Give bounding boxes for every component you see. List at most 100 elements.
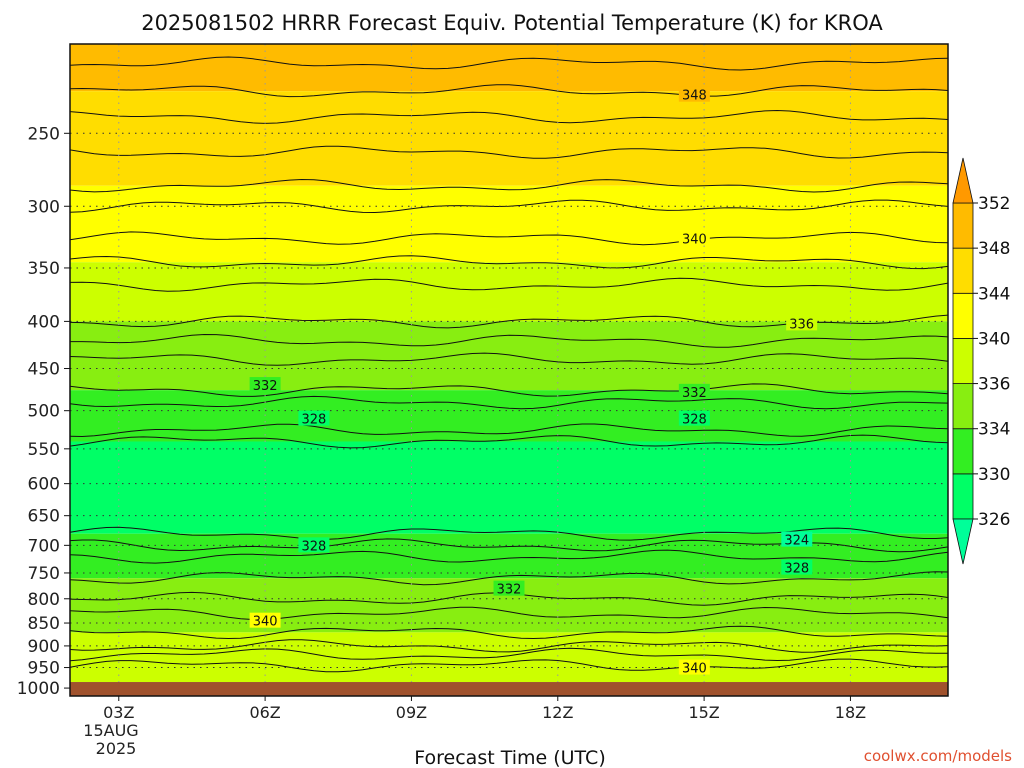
colorbar-bin: [952, 202, 974, 249]
contour-label: 332: [249, 377, 281, 394]
credit-label: coolwx.com/models: [864, 747, 1012, 765]
contour-line: [70, 255, 948, 270]
contour-label: 336: [786, 315, 818, 332]
contour-line: [70, 395, 948, 410]
contour-line: [70, 639, 948, 653]
x-date-line2: 2025: [96, 739, 137, 758]
contour-line: [70, 277, 948, 292]
x-axis-ticks: 03Z 06Z 09Z 12Z 15Z 18Z: [103, 696, 866, 722]
contour-label: 324: [781, 531, 813, 549]
colorbar-bin: [952, 473, 974, 520]
colorbar-extend-high: [952, 157, 974, 204]
colorbar-bin: [952, 428, 974, 475]
contour-label-text: 348: [682, 89, 707, 104]
contour-label-text: 340: [682, 662, 707, 677]
contour-label-text: 328: [301, 413, 326, 428]
theta-e-layer: [70, 262, 948, 322]
contour-line: [70, 199, 948, 214]
x-date-line1: 15AUG: [83, 721, 138, 740]
contour-label-text: 332: [497, 583, 522, 598]
colorbar-extend-low: [952, 518, 974, 565]
contour-line: [70, 658, 948, 673]
contour-label-bg: [493, 580, 525, 596]
contour-line: [70, 109, 948, 124]
contour-label-text: 340: [253, 615, 278, 630]
contour-label-text: 328: [301, 539, 326, 554]
contour-line: [70, 647, 948, 662]
colorbar-bin: [952, 292, 974, 339]
colorbar-tick-label: 352: [978, 194, 1010, 214]
contour-line: [70, 549, 948, 564]
contour-line: [70, 84, 948, 98]
contour-label: 328: [781, 559, 813, 577]
contour-labels: 348 340 336 332 332 328 328 328 324 328 332 340 340: [249, 86, 818, 677]
contour-label-text: 328: [682, 413, 707, 428]
contour-label: 328: [298, 537, 330, 554]
y-tick-label: 650: [28, 507, 60, 527]
contour-label: 340: [678, 659, 710, 677]
theta-e-layer: [70, 533, 948, 579]
contour-label-text: 332: [682, 386, 707, 401]
contour-label-bg: [249, 377, 281, 393]
contour-line: [70, 434, 948, 449]
y-tick-label: 350: [28, 259, 60, 279]
y-tick-label: 900: [28, 637, 60, 657]
y-tick-label: 550: [28, 440, 60, 460]
contour-label-text: 332: [253, 379, 278, 394]
y-tick-label: 500: [28, 402, 60, 422]
theta-e-layer: [70, 321, 948, 391]
ground-layer: [70, 682, 948, 696]
x-tick-label: 18Z: [835, 703, 866, 722]
contour-label-bg: [781, 531, 813, 547]
y-tick-label: 250: [28, 124, 60, 144]
y-tick-label: 750: [28, 564, 60, 584]
contour-label: 332: [678, 383, 710, 401]
gridlines: [70, 44, 948, 696]
contour-label-text: 328: [784, 562, 809, 577]
plot-frame: [69, 43, 949, 697]
contour-label: 348: [678, 86, 710, 104]
y-tick-label: 300: [28, 197, 60, 217]
colorbar: 326 330 334 336 340 344 348 352: [952, 157, 1010, 565]
theta-e-layers: [70, 44, 948, 683]
y-tick-label: 400: [28, 312, 60, 332]
contour-label-text: 336: [789, 317, 814, 332]
y-tick-label: 1000: [17, 679, 60, 699]
contour-label-bg: [786, 315, 818, 331]
contour-line: [70, 333, 948, 348]
y-tick-label: 600: [28, 475, 60, 495]
colorbar-bin: [952, 383, 974, 430]
contour-label-bg: [249, 612, 281, 628]
theta-e-layer: [70, 441, 948, 534]
theta-e-layer: [70, 91, 948, 186]
contour-line: [70, 56, 948, 71]
theta-e-layer: [70, 632, 948, 683]
x-tick-label: 15Z: [688, 703, 719, 722]
theta-e-layer: [70, 185, 948, 263]
contour-line: [70, 625, 948, 640]
contour-label: 328: [298, 410, 330, 428]
colorbar-tick-label: 326: [978, 510, 1010, 530]
plot-area: 348 340 336 332 332 328 328 328 324 328 332 340 340: [70, 44, 948, 696]
colorbar-tick-label: 344: [978, 284, 1010, 304]
chart-title: 2025081502 HRRR Forecast Equiv. Potentia…: [141, 11, 883, 35]
contour-line: [70, 526, 948, 541]
contour-label-text: 324: [784, 534, 809, 549]
contour-label-bg: [678, 659, 710, 675]
colorbar-tick-label: 336: [978, 375, 1010, 395]
colorbar-tick-label: 348: [978, 239, 1010, 259]
contour-label: 340: [249, 612, 281, 630]
contour-label: 328: [678, 410, 710, 428]
contour-line: [70, 423, 948, 438]
contour-label-bg: [678, 86, 710, 102]
x-tick-label: 03Z: [103, 703, 134, 722]
contour-line: [70, 606, 948, 621]
theta-e-layer: [70, 44, 948, 92]
contour-label-bg: [678, 410, 710, 426]
contour-line: [70, 383, 948, 397]
colorbar-bin: [952, 338, 974, 384]
y-axis-ticks: 250 300 350 400 450 500 550 600 650 700 750 800 850 9…: [17, 124, 70, 699]
colorbar-tick-label: 330: [978, 465, 1010, 485]
contour-label-bg: [678, 230, 710, 246]
